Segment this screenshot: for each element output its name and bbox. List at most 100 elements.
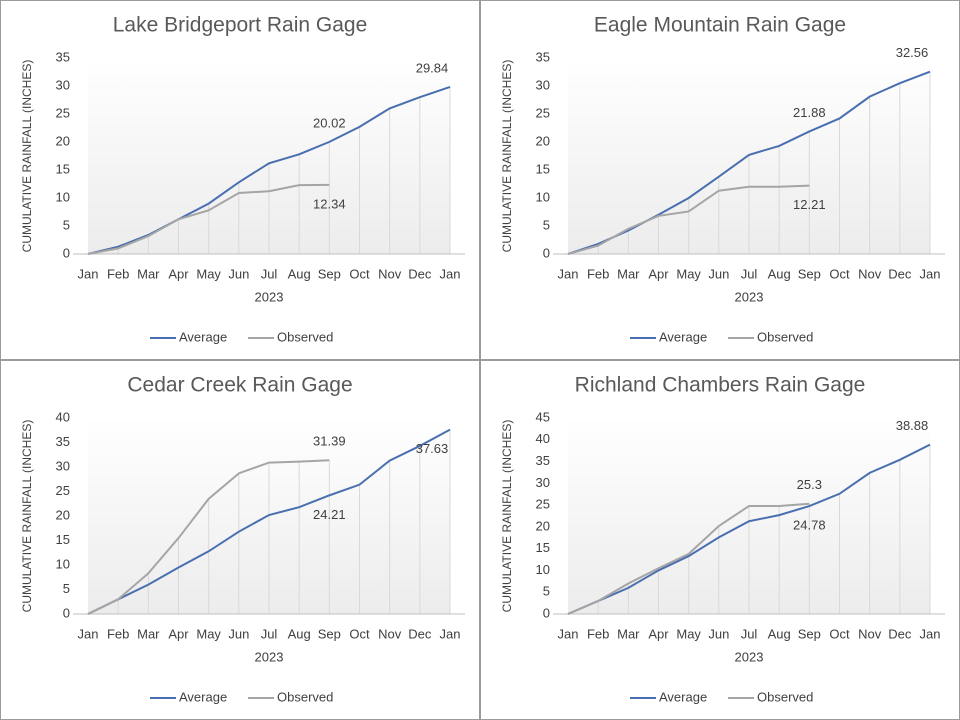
x-axis-title: 2023 xyxy=(735,289,764,304)
y-tick-label: 10 xyxy=(536,562,550,577)
series-line xyxy=(87,428,451,615)
x-tick-label: Oct xyxy=(829,626,850,641)
y-tick-label: 15 xyxy=(536,540,550,555)
y-tick-label: 45 xyxy=(536,409,550,424)
x-tick-label: Oct xyxy=(349,266,370,281)
y-tick-label: 30 xyxy=(56,458,70,473)
x-tick-label: Dec xyxy=(888,626,912,641)
x-tick-label: Aug xyxy=(288,626,311,641)
data-label: 21.88 xyxy=(793,105,826,120)
chart-title: Richland Chambers Rain Gage xyxy=(575,374,866,397)
x-tick-label: Jul xyxy=(261,626,278,641)
y-tick-label: 5 xyxy=(543,584,550,599)
y-tick-label: 0 xyxy=(63,245,70,260)
x-tick-label: May xyxy=(676,626,701,641)
x-tick-label: Jan xyxy=(920,266,941,281)
data-label: 32.56 xyxy=(896,45,929,60)
x-tick-label: Feb xyxy=(107,626,129,641)
x-tick-label: Feb xyxy=(587,626,609,641)
y-tick-label: 20 xyxy=(56,133,70,148)
x-tick-label: May xyxy=(676,266,701,281)
x-tick-label: Apr xyxy=(168,626,189,641)
x-tick-label: Oct xyxy=(349,626,370,641)
x-tick-label: Aug xyxy=(768,626,791,641)
x-tick-label: Sep xyxy=(798,626,821,641)
x-axis-title: 2023 xyxy=(735,649,764,664)
data-label: 38.88 xyxy=(896,418,929,433)
x-tick-label: May xyxy=(196,626,221,641)
legend-label: Observed xyxy=(757,329,813,344)
y-tick-label: 40 xyxy=(56,409,70,424)
x-tick-label: Dec xyxy=(408,266,432,281)
y-tick-label: 25 xyxy=(536,497,550,512)
y-tick-label: 35 xyxy=(56,434,70,449)
x-tick-label: Apr xyxy=(648,266,669,281)
data-label: 31.39 xyxy=(313,434,346,449)
x-tick-label: Nov xyxy=(378,266,402,281)
x-tick-label: Aug xyxy=(288,266,311,281)
data-label: 12.21 xyxy=(793,197,826,212)
x-tick-label: Mar xyxy=(137,266,160,281)
chart-panel: Cedar Creek Rain Gage 0 5 10 15 20 25 30 35 40 Jan… xyxy=(0,360,480,720)
x-tick-label: Sep xyxy=(798,266,821,281)
y-tick-label: 30 xyxy=(536,77,550,92)
x-tick-label: May xyxy=(196,266,221,281)
legend-label: Observed xyxy=(277,689,333,704)
x-tick-label: Jun xyxy=(228,626,249,641)
series-line xyxy=(567,70,931,255)
x-tick-label: Feb xyxy=(587,266,609,281)
x-tick-label: Jun xyxy=(228,266,249,281)
series-line xyxy=(567,443,931,615)
y-tick-label: 20 xyxy=(536,518,550,533)
series-line xyxy=(567,184,810,255)
data-label: 24.78 xyxy=(793,518,826,533)
x-tick-label: Jan xyxy=(558,266,579,281)
legend-label: Observed xyxy=(757,689,813,704)
data-label: 37.63 xyxy=(416,441,449,456)
x-tick-label: Jan xyxy=(558,626,579,641)
y-tick-label: 15 xyxy=(56,161,70,176)
data-label: 12.34 xyxy=(313,196,346,211)
x-tick-label: Dec xyxy=(888,266,912,281)
x-tick-label: Mar xyxy=(137,626,160,641)
y-tick-label: 5 xyxy=(543,217,550,232)
y-tick-label: 35 xyxy=(56,49,70,64)
chart-title: Cedar Creek Rain Gage xyxy=(127,374,352,397)
y-tick-label: 25 xyxy=(56,483,70,498)
y-tick-label: 20 xyxy=(536,133,550,148)
x-tick-label: Apr xyxy=(168,266,189,281)
x-tick-label: Jan xyxy=(78,266,99,281)
legend-label: Average xyxy=(659,689,707,704)
x-tick-label: Feb xyxy=(107,266,129,281)
y-tick-label: 35 xyxy=(536,453,550,468)
chart-panel: Lake Bridgeport Rain Gage 0 5 10 15 20 25 30 35 J… xyxy=(0,0,480,360)
x-tick-label: Apr xyxy=(648,626,669,641)
legend-label: Average xyxy=(659,329,707,344)
chart-panel: Richland Chambers Rain Gage 0 5 10 15 20 25 30 3… xyxy=(480,360,960,720)
y-tick-label: 15 xyxy=(536,161,550,176)
y-axis-title: CUMULATIVE RAINFALL (INCHES) xyxy=(500,420,514,613)
y-tick-label: 40 xyxy=(536,431,550,446)
x-tick-label: Jan xyxy=(78,626,99,641)
data-label: 25.3 xyxy=(797,477,822,492)
y-tick-label: 25 xyxy=(536,105,550,120)
data-label: 29.84 xyxy=(416,60,449,75)
y-tick-label: 5 xyxy=(63,581,70,596)
chart-panel: Eagle Mountain Rain Gage 0 5 10 15 20 25 30 35 Ja… xyxy=(480,0,960,360)
data-label: 24.21 xyxy=(313,507,346,522)
x-tick-label: Sep xyxy=(318,266,341,281)
y-tick-label: 0 xyxy=(543,245,550,260)
x-tick-label: Nov xyxy=(858,266,882,281)
series-line xyxy=(567,502,810,615)
x-tick-label: Jul xyxy=(261,266,278,281)
y-tick-label: 5 xyxy=(63,217,70,232)
series-line xyxy=(87,183,330,255)
x-tick-label: Jan xyxy=(920,626,941,641)
x-tick-label: Jun xyxy=(708,626,729,641)
x-axis-title: 2023 xyxy=(255,289,284,304)
y-axis-title: CUMULATIVE RAINFALL (INCHES) xyxy=(500,60,514,253)
y-axis-title: CUMULATIVE RAINFALL (INCHES) xyxy=(20,60,34,253)
x-tick-label: Nov xyxy=(858,626,882,641)
x-tick-label: Mar xyxy=(617,626,640,641)
